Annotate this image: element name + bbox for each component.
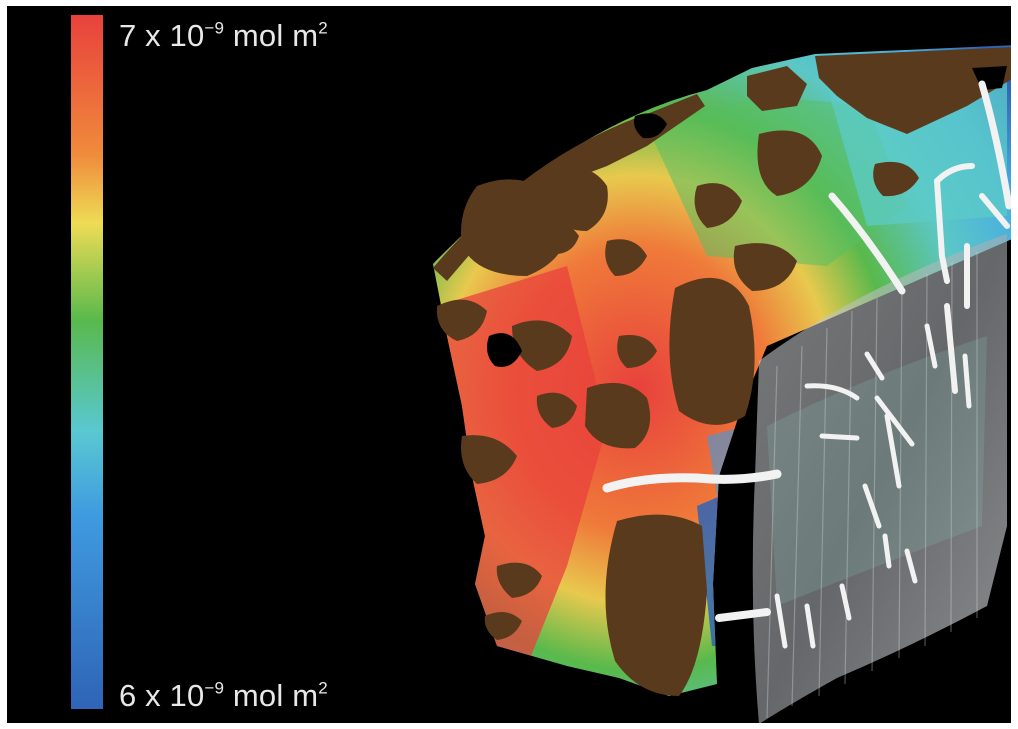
concentration-render (433, 44, 1011, 723)
colorbar (71, 15, 103, 709)
pathway-lines (602, 80, 1011, 649)
rock-grains (433, 47, 1011, 696)
mesh-surface (752, 234, 1007, 723)
figure-panel: 7 x 10−9 mol m2 6 x 10−9 mol m2 (7, 6, 1011, 723)
colorbar-max-label: 7 x 10−9 mol m2 (119, 18, 328, 53)
colorbar-min-label: 6 x 10−9 mol m2 (119, 678, 328, 713)
pore-voids (487, 66, 1007, 367)
